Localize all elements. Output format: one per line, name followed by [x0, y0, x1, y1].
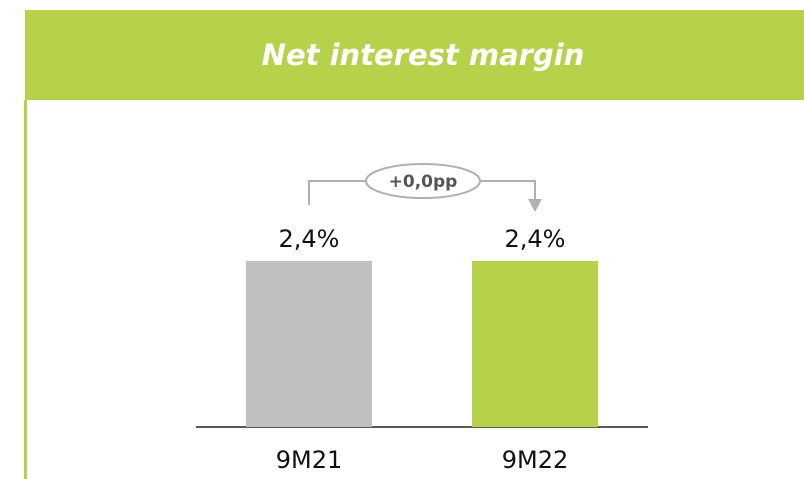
- chart-title: Net interest margin: [262, 38, 585, 72]
- bar: [246, 261, 372, 427]
- value-label: 2,4%: [505, 225, 566, 253]
- bracket-right: [480, 180, 536, 200]
- bracket-left: [308, 180, 366, 205]
- arrow-head: [528, 199, 542, 212]
- left-rule: [24, 100, 27, 479]
- value-label: 2,4%: [279, 225, 340, 253]
- annotation: +0,0pp: [389, 172, 458, 192]
- annotation-ellipse: [365, 163, 481, 199]
- bar: [472, 261, 598, 427]
- x-tick-label: 9M21: [276, 446, 343, 474]
- header-band: [25, 10, 804, 100]
- x-tick-label: 9M22: [502, 446, 569, 474]
